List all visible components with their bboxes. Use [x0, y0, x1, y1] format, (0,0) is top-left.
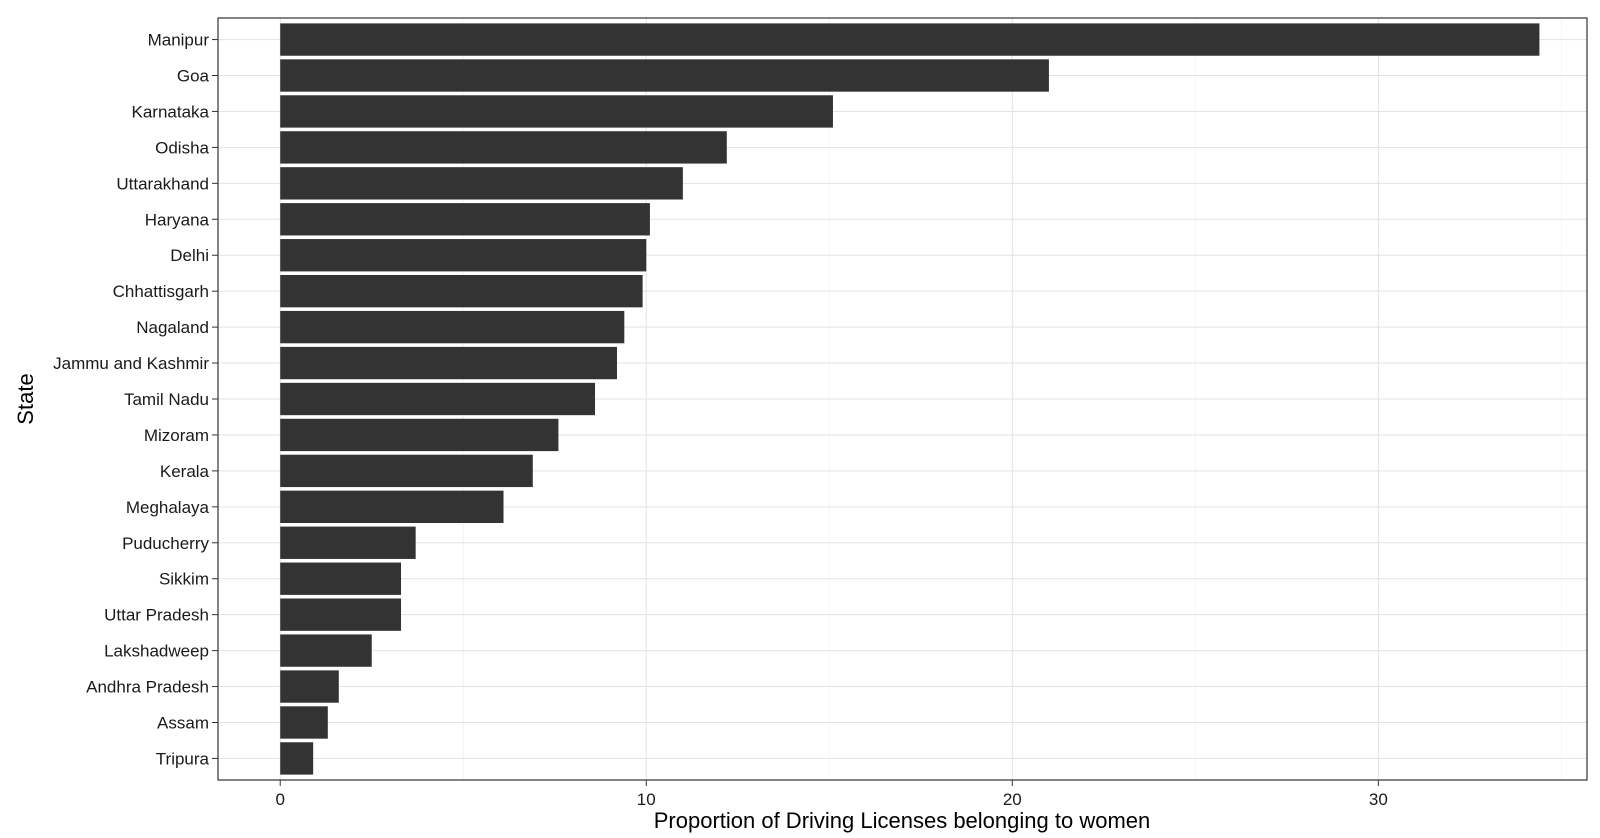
bar-kerala	[280, 454, 533, 488]
y-axis-title: State	[13, 373, 38, 424]
x-tick-label: 30	[1369, 790, 1388, 809]
bar-lakshadweep	[280, 634, 372, 667]
x-tick-label: 10	[637, 790, 656, 809]
bar-sikkim	[280, 562, 402, 595]
y-tick-label: Karnataka	[132, 102, 210, 121]
bar-mizoram	[280, 418, 559, 452]
bar-haryana	[280, 203, 650, 236]
y-tick-label: Assam	[157, 713, 209, 732]
y-tick-label: Tamil Nadu	[124, 390, 209, 409]
y-tick-label: Uttarakhand	[116, 174, 209, 193]
bar-uttar-pradesh	[280, 598, 402, 631]
y-tick-label: Manipur	[148, 31, 210, 50]
bar-tripura	[280, 742, 314, 775]
bar-delhi	[280, 239, 647, 272]
bar-chhattisgarh	[280, 274, 643, 308]
y-tick-label: Delhi	[170, 246, 209, 265]
y-tick-label: Sikkim	[159, 570, 209, 589]
bar-andhra-pradesh	[280, 670, 339, 703]
y-tick-label: Jammu and Kashmir	[53, 354, 209, 373]
bar-odisha	[280, 131, 727, 164]
y-tick-label: Goa	[177, 67, 210, 86]
y-tick-label: Haryana	[145, 210, 210, 229]
bar-goa	[280, 59, 1049, 92]
y-tick-label: Meghalaya	[126, 498, 210, 517]
y-axis: Manipur Goa Karnataka Odisha Uttarakhand Hary…	[53, 31, 218, 768]
bar-meghalaya	[280, 490, 504, 524]
y-tick-label: Puducherry	[122, 534, 209, 553]
bar-jammu-and-kashmir	[280, 346, 617, 380]
x-axis-title: Proportion of Driving Licenses belonging…	[654, 808, 1151, 833]
y-tick-label: Uttar Pradesh	[104, 606, 209, 625]
bars-layer	[280, 23, 1540, 775]
bar-assam	[280, 706, 328, 739]
x-tick-label: 20	[1003, 790, 1022, 809]
bar-uttarakhand	[280, 167, 683, 200]
y-tick-label: Nagaland	[136, 318, 209, 337]
bar-manipur	[280, 23, 1540, 56]
y-tick-label: Tripura	[156, 749, 210, 768]
y-tick-label: Odisha	[155, 138, 209, 157]
bar-nagaland	[280, 310, 625, 344]
y-tick-label: Kerala	[160, 462, 210, 481]
y-tick-label: Lakshadweep	[104, 642, 209, 661]
y-tick-label: Andhra Pradesh	[86, 678, 209, 697]
y-tick-label: Mizoram	[144, 426, 209, 445]
bar-tamil-nadu	[280, 382, 596, 416]
bar-puducherry	[280, 526, 416, 559]
y-tick-label: Chhattisgarh	[113, 282, 209, 301]
bar-karnataka	[280, 95, 833, 128]
x-axis: 0 10 20 30	[275, 780, 1388, 809]
x-tick-label: 0	[275, 790, 284, 809]
